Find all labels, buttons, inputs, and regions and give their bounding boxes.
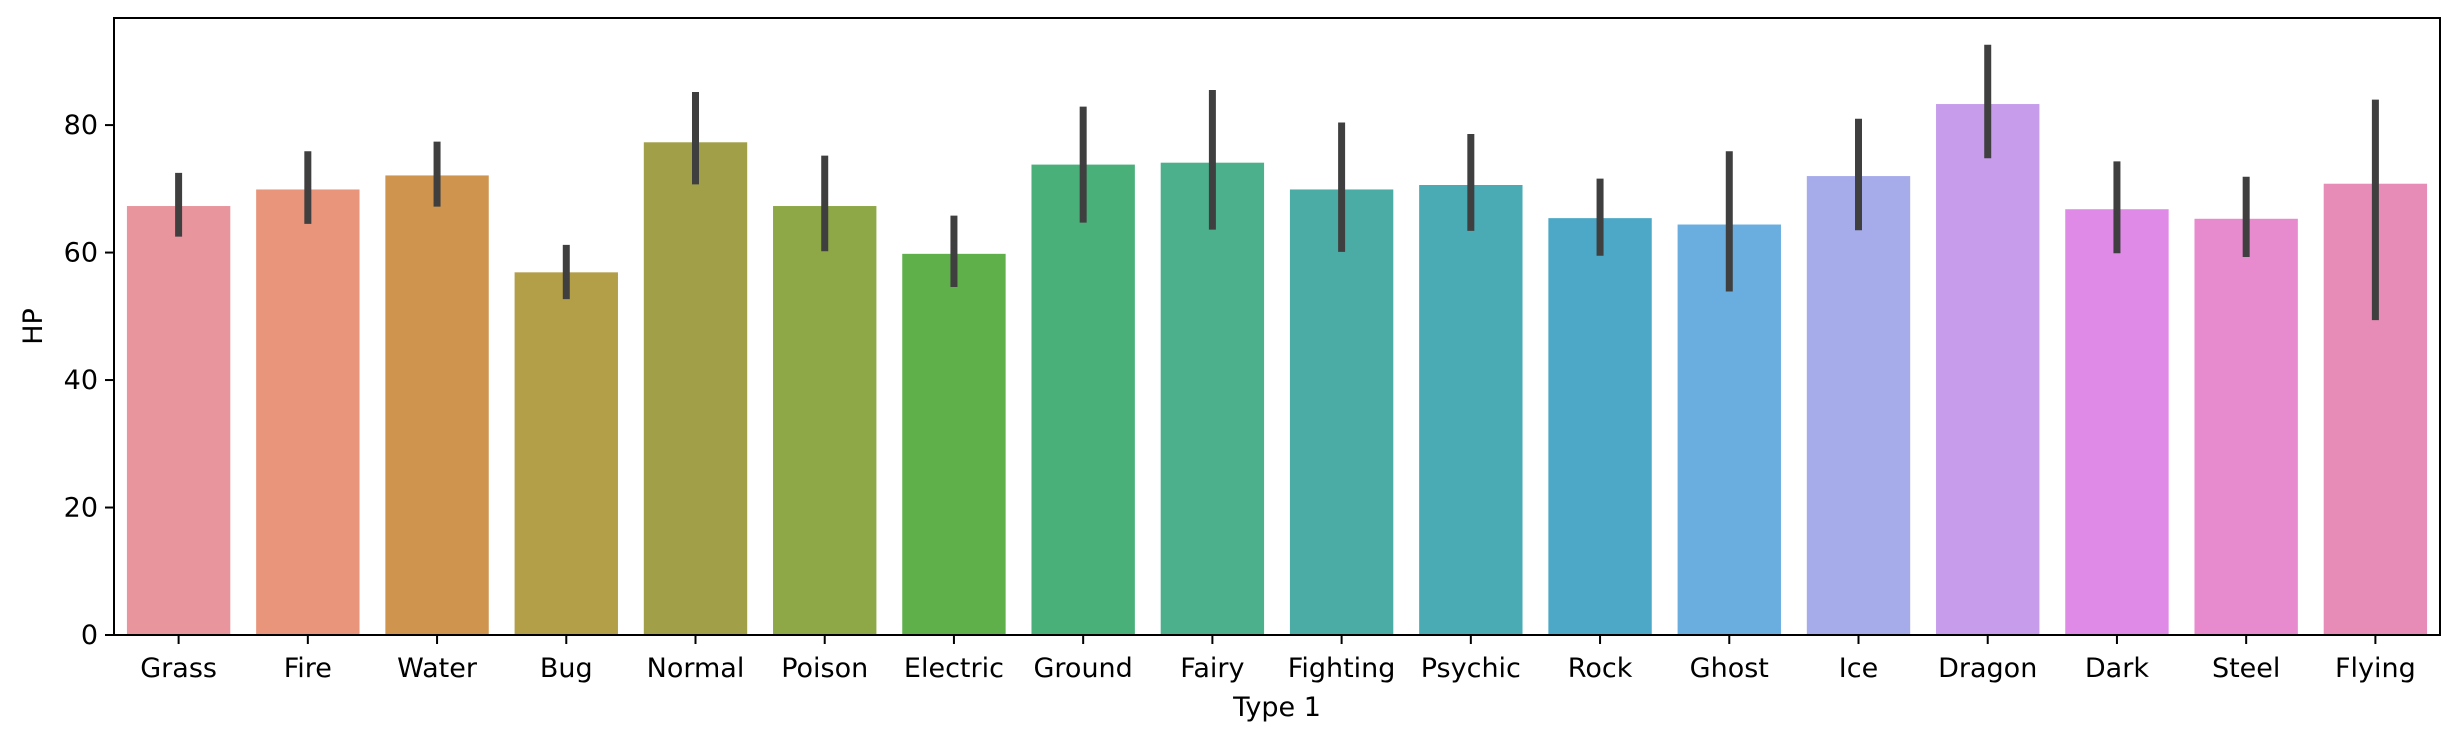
bar-electric	[902, 253, 1006, 635]
y-tick-label: 80	[64, 110, 98, 141]
x-tick-label: Rock	[1568, 653, 1633, 684]
bar-water	[385, 175, 489, 635]
x-tick-label: Grass	[140, 653, 217, 684]
bar-ghost	[1677, 224, 1781, 635]
bar-rock	[1548, 218, 1652, 635]
bar-normal	[643, 142, 748, 635]
x-tick-label: Ground	[1034, 653, 1133, 684]
x-tick-label: Psychic	[1421, 653, 1521, 684]
bar-fire	[256, 189, 360, 635]
x-tick-label: Fairy	[1180, 653, 1244, 684]
bar-fighting	[1289, 189, 1394, 635]
x-tick-label: Dark	[2085, 653, 2149, 684]
x-axis-label: Type 1	[1232, 692, 1321, 723]
x-tick-label: Electric	[904, 653, 1004, 684]
bar-bug	[514, 272, 618, 635]
bar-poison	[773, 206, 877, 635]
x-tick-label: Water	[397, 653, 478, 684]
x-tick-label: Ice	[1839, 653, 1878, 684]
x-axis: Grass Fire Water Bug Normal Poison Electric Gro…	[140, 635, 2416, 684]
y-axis: 0 20 40 60 80	[64, 110, 114, 651]
x-tick-label: Fighting	[1288, 653, 1396, 684]
y-tick-label: 60	[64, 238, 98, 269]
x-tick-label: Steel	[2212, 653, 2280, 684]
bar-steel	[2194, 218, 2298, 635]
bar-grass	[126, 206, 231, 635]
x-tick-label: Bug	[540, 653, 593, 684]
bar-fairy	[1160, 162, 1265, 635]
error-bars-layer	[175, 44, 2379, 321]
x-tick-label: Fire	[284, 653, 332, 684]
bar-dark	[2065, 209, 2169, 636]
bar-dragon	[1936, 104, 2040, 635]
x-tick-label: Ghost	[1690, 653, 1769, 684]
x-tick-label: Flying	[2335, 653, 2416, 684]
y-tick-label: 20	[64, 493, 98, 524]
y-tick-label: 40	[64, 365, 98, 396]
bar-psychic	[1419, 184, 1523, 636]
bar-ground	[1031, 164, 1135, 635]
bar-ice	[1806, 176, 1911, 635]
x-tick-label: Normal	[647, 653, 745, 684]
x-tick-label: Poison	[781, 653, 868, 684]
x-tick-label: Dragon	[1938, 653, 2037, 684]
bars-layer	[126, 104, 2428, 636]
y-axis-label: HP	[18, 308, 49, 345]
plot-frame	[113, 17, 2441, 636]
y-tick-label: 0	[81, 620, 98, 651]
